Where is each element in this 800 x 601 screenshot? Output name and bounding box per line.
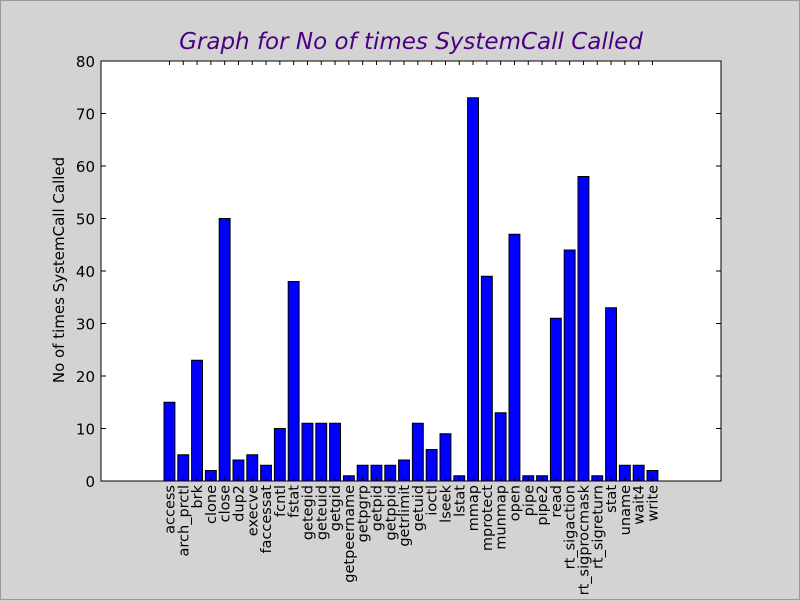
x-tick-label: open [507,485,523,521]
y-tick-label: 70 [76,106,95,124]
y-axis-ticks: 0 10 20 30 40 50 60 70 80 [76,53,721,491]
x-tick-label: getppid [383,485,399,540]
x-tick-label: access [162,485,178,534]
x-tick-label: uname [618,485,634,535]
x-tick-label: lseek [438,484,454,522]
x-axis-ticks: accessarch_prctlbrkcloneclosedup2execvef… [162,61,661,595]
x-tick-label: wait4 [632,485,648,525]
bar-geteuid [315,422,328,482]
bar-read [549,317,562,482]
bars-group [163,97,659,482]
x-tick-label: pipe2 [535,485,551,526]
bar-access [163,401,176,482]
x-tick-label: getegid [300,485,316,540]
bar-munmap [494,412,507,482]
bar-brk [191,359,204,482]
y-tick-label: 10 [76,421,95,439]
bar-getgid [329,422,342,482]
x-tick-label: getrlimit [397,485,413,547]
bar-close [218,218,231,482]
x-tick-label: ioctl [425,485,441,516]
x-tick-label: faccessat [259,485,275,554]
bar-rt_sigprocmask [577,176,590,482]
y-tick-label: 80 [76,53,95,71]
y-tick-label: 60 [76,158,95,176]
x-tick-label: getpid [369,485,385,531]
bar-fcntl [273,428,286,482]
x-tick-label: fcntl [273,485,289,517]
x-tick-label: pipe [521,485,537,516]
bar-getegid [301,422,314,482]
chart-title: Graph for No of times SystemCall Called [179,29,643,55]
x-tick-label: geteuid [314,485,330,540]
x-tick-label: rt_sigaction [563,485,579,569]
x-tick-label: getgid [328,485,344,531]
plot-area [100,60,722,482]
x-tick-label: getpeername [342,485,358,583]
x-tick-label: clone [204,485,220,524]
x-tick-label: getpgrp [356,485,372,542]
y-tick-label: 50 [76,211,95,229]
bar-ioctl [425,449,438,482]
y-tick-label: 40 [76,263,95,281]
y-tick-label: 20 [76,368,95,386]
bar-lseek [439,433,452,482]
x-tick-label: brk [190,484,206,508]
x-tick-label: rt_sigreturn [590,485,606,569]
x-tick-label: read [549,485,565,518]
y-tick-label: 30 [76,316,95,334]
y-axis-label: No of times SystemCall Called [50,157,68,383]
bar-open [508,233,521,482]
x-tick-label: mmap [466,485,482,531]
bar-fstat [287,281,300,482]
bar-getuid [411,422,424,482]
x-tick-label: munmap [494,485,510,550]
bar-mmap [467,97,480,482]
bar-mprotect [480,275,493,482]
x-tick-label: rt_sigprocmask [576,484,592,595]
y-tick-label: 0 [85,473,95,491]
x-tick-label: close [218,485,234,522]
x-tick-label: lstat [452,485,468,517]
x-tick-label: dup2 [231,485,247,522]
x-tick-label: getuid [411,485,427,531]
x-tick-label: execve [245,485,261,536]
x-tick-label: fstat [287,485,303,518]
x-tick-label: mprotect [480,485,496,551]
bar-rt_sigaction [563,249,576,482]
x-tick-label: arch_prctl [176,485,192,556]
x-tick-label: write [645,485,661,522]
bar-stat [605,307,617,482]
x-tick-label: stat [604,485,620,513]
